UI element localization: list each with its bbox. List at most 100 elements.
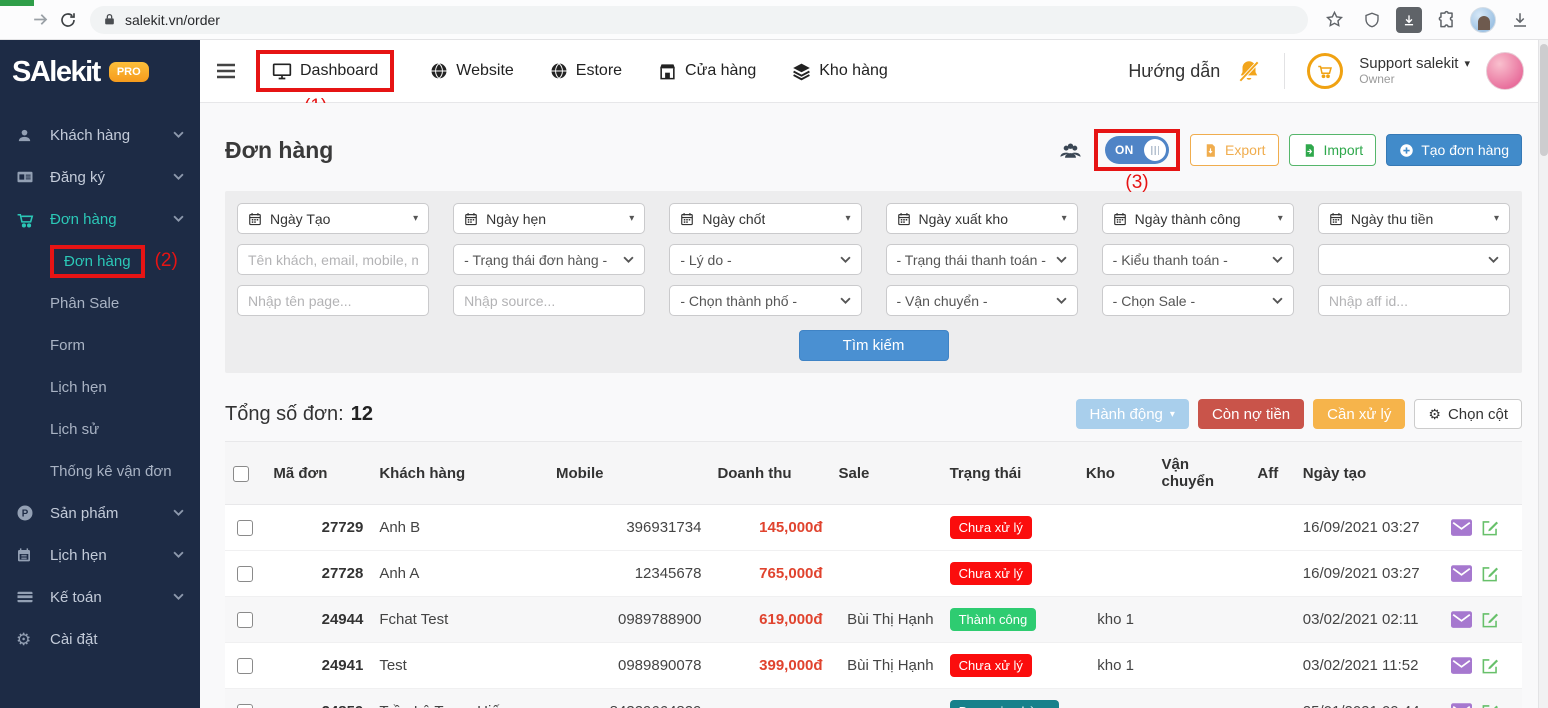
sidebar-item-dang-ky[interactable]: Đăng ký	[0, 156, 200, 198]
edit-icon[interactable]	[1481, 518, 1500, 537]
bookmark-star-icon[interactable]	[1320, 6, 1348, 34]
filter-input-source[interactable]	[453, 285, 645, 316]
mail-icon[interactable]	[1451, 611, 1472, 628]
sidebar-item-label: Đơn hàng	[50, 211, 117, 228]
sidebar-item-lich-hen[interactable]: Lịch hẹn	[0, 534, 200, 576]
bulk-action-button[interactable]: Hành động ▾	[1076, 399, 1189, 429]
sidebar-item-thong-ke-van-don[interactable]: Thống kê vận đơn	[0, 450, 200, 492]
browser-toolbar: salekit.vn/order	[0, 0, 1548, 40]
mail-icon[interactable]	[1451, 565, 1472, 582]
sidebar-item-lich-hen-sub[interactable]: Lịch hẹn	[0, 366, 200, 408]
plus-circle-icon	[1399, 143, 1414, 158]
orders-on-toggle[interactable]: ON	[1105, 136, 1169, 164]
search-button[interactable]: Tìm kiếm	[799, 330, 949, 361]
shop-cart-icon[interactable]	[1307, 53, 1343, 89]
chevron-down-icon	[173, 173, 184, 181]
sidebar-item-label: Đăng ký	[50, 169, 105, 186]
filter-select-van-chuyen[interactable]: - Vận chuyển -	[886, 285, 1078, 316]
help-link[interactable]: Hướng dẫn	[1128, 61, 1220, 82]
filter-input-aff-id[interactable]	[1318, 285, 1510, 316]
browser-refresh-icon[interactable]	[54, 6, 82, 34]
vertical-scrollbar[interactable]	[1538, 40, 1548, 708]
shield-icon[interactable]	[1358, 6, 1386, 34]
needs-processing-button[interactable]: Cần xử lý	[1313, 399, 1405, 429]
debt-filter-button[interactable]: Còn nợ tiền	[1198, 399, 1304, 429]
sidebar-item-cai-dat[interactable]: ⚙Cài đặt	[0, 618, 200, 660]
mail-icon[interactable]	[1451, 703, 1472, 708]
choose-columns-button[interactable]: ⚙ Chọn cột	[1414, 399, 1522, 429]
group-users-icon[interactable]	[1059, 139, 1082, 162]
topnav-item-website[interactable]: Website	[430, 62, 514, 80]
filter-date-ngay-tao[interactable]: Ngày Tạo▾	[237, 203, 429, 234]
filter-select-trang-thai-don-hang[interactable]: - Trạng thái đơn hàng -	[453, 244, 645, 275]
sidebar-item-form[interactable]: Form	[0, 324, 200, 366]
bell-slash-icon[interactable]	[1236, 58, 1262, 84]
customer-name: Fchat Test	[371, 597, 548, 643]
create-order-button[interactable]: Tạo đơn hàng	[1386, 134, 1522, 166]
edit-icon[interactable]	[1481, 610, 1500, 629]
order-row-27729: 27729Anh B396931734145,000đChưa xử lý16/…	[225, 505, 1522, 551]
topnav-item-estore[interactable]: Estore	[550, 62, 622, 80]
topnav-item-kho-hang[interactable]: Kho hàng	[792, 62, 888, 81]
calendar-icon	[897, 212, 911, 226]
scrollbar-thumb[interactable]	[1540, 44, 1548, 156]
row-checkbox[interactable]	[237, 520, 253, 536]
row-checkbox[interactable]	[237, 704, 253, 708]
topnav-item-label: Cửa hàng	[685, 62, 756, 80]
edit-icon[interactable]	[1481, 564, 1500, 583]
filter-select-chon-thanh-pho[interactable]: - Chọn thành phố -	[669, 285, 861, 316]
browser-profile-avatar[interactable]	[1470, 7, 1496, 33]
filter-date-ngay-hen[interactable]: Ngày hẹn▾	[453, 203, 645, 234]
shipping	[1154, 689, 1250, 708]
account-name: Support salekit	[1359, 55, 1458, 72]
import-button[interactable]: Import	[1289, 134, 1377, 166]
filter-date-ngay-thu-tien[interactable]: Ngày thu tiền▾	[1318, 203, 1510, 234]
sidebar-item-san-pham[interactable]: PSản phẩm	[0, 492, 200, 534]
col-kho: Kho	[1078, 442, 1154, 505]
sidebar-item-ke-toan[interactable]: Kế toán	[0, 576, 200, 618]
account-menu[interactable]: Support salekit ▾ Owner	[1359, 55, 1470, 86]
export-button[interactable]: Export	[1190, 134, 1278, 166]
browser-address-bar[interactable]: salekit.vn/order	[90, 6, 1308, 34]
downloads-icon[interactable]	[1506, 6, 1534, 34]
filter-input-khach[interactable]	[237, 244, 429, 275]
sidebar-item-lich-su[interactable]: Lịch sử	[0, 408, 200, 450]
sidebar-item-don-hang[interactable]: Đơn hàng	[0, 198, 200, 240]
filter-select-chon-sale[interactable]: - Chọn Sale -	[1102, 285, 1294, 316]
chevron-down-icon	[1056, 256, 1067, 264]
status-cell: Chưa xử lý	[942, 551, 1078, 597]
filter-select-kieu-thanh-toan[interactable]: - Kiểu thanh toán -	[1102, 244, 1294, 275]
mail-icon[interactable]	[1451, 519, 1472, 536]
choose-columns-label: Chọn cột	[1448, 406, 1508, 423]
annotation-box-1: Dashboard(1)	[256, 50, 394, 92]
select-all-checkbox[interactable]	[233, 466, 249, 482]
sidebar-item-phan-sale[interactable]: Phân Sale	[0, 282, 200, 324]
sidebar-item-khach-hang[interactable]: Khách hàng	[0, 114, 200, 156]
filter-date-ngay-xuat-kho[interactable]: Ngày xuất kho▾	[886, 203, 1078, 234]
browser-forward-icon[interactable]	[26, 6, 54, 34]
hamburger-menu-icon[interactable]	[214, 59, 238, 83]
row-checkbox[interactable]	[237, 612, 253, 628]
mail-icon[interactable]	[1451, 657, 1472, 674]
filter-input-ten-page[interactable]	[237, 285, 429, 316]
extensions-puzzle-icon[interactable]	[1432, 6, 1460, 34]
row-checkbox[interactable]	[237, 658, 253, 674]
filter-date-ngay-thanh-cong[interactable]: Ngày thành công▾	[1102, 203, 1294, 234]
order-row-24941: 24941Test0989890078399,000đBùi Thị HạnhC…	[225, 643, 1522, 689]
filter-date-ngay-chot[interactable]: Ngày chốt▾	[669, 203, 861, 234]
customer-name: Anh B	[371, 505, 548, 551]
logo[interactable]: SAlekit PRO	[0, 40, 200, 104]
user-avatar[interactable]	[1486, 52, 1524, 90]
filter-select-trang-thai-thanh-toan[interactable]: - Trạng thái thanh toán -	[886, 244, 1078, 275]
filter-select-blank[interactable]	[1318, 244, 1510, 275]
topnav-item-dashboard[interactable]: Dashboard(1)	[256, 50, 394, 92]
filter-select-ly-do[interactable]: - Lý do -	[669, 244, 861, 275]
edit-icon[interactable]	[1481, 702, 1500, 708]
sidebar-item-don-hang-sub[interactable]: Đơn hàng(2)	[0, 240, 200, 282]
aff	[1249, 505, 1294, 551]
download-active-icon[interactable]	[1396, 7, 1422, 33]
row-checkbox[interactable]	[237, 566, 253, 582]
topnav-item-cua-hang[interactable]: Cửa hàng	[658, 62, 756, 81]
settings-icon: ⚙	[16, 631, 38, 648]
edit-icon[interactable]	[1481, 656, 1500, 675]
